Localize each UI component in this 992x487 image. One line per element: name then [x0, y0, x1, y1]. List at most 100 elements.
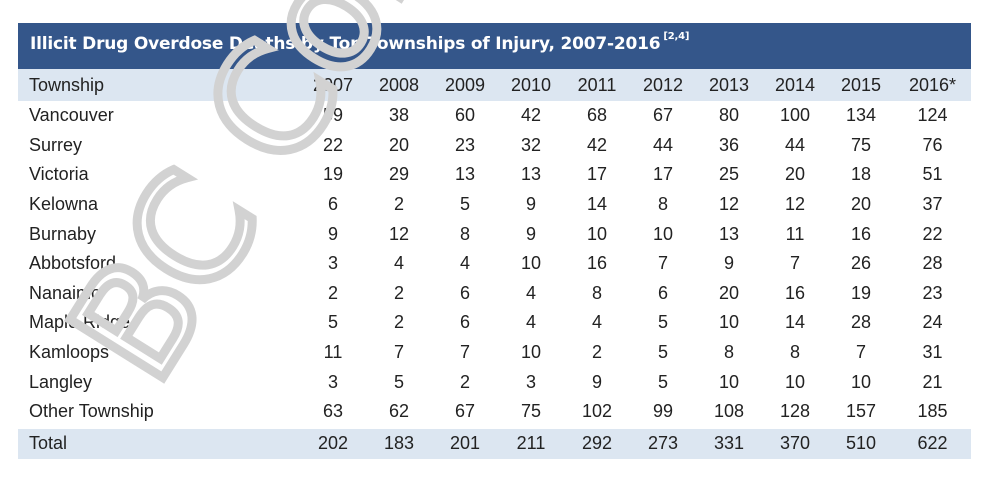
value-cell: 10 [850, 371, 872, 392]
value-cell: 19 [322, 164, 344, 185]
column-header-year: 2013 [708, 74, 750, 95]
value-cell: 2 [393, 194, 404, 215]
table-row: Victoria 19 29 13 13 17 17 25 20 18 51 [18, 160, 971, 190]
column-header-year: 2008 [378, 74, 420, 95]
value-cell: 18 [850, 164, 872, 185]
value-cell: 24 [922, 312, 943, 333]
value-cell: 31 [922, 342, 943, 363]
value-cell: 10 [652, 223, 674, 244]
value-cell: 3 [327, 371, 338, 392]
column-header-year: 2015 [840, 74, 882, 95]
value-cell: 5 [657, 312, 668, 333]
township-cell: Victoria [29, 164, 89, 185]
value-cell: 38 [388, 105, 410, 126]
table-row: Burnaby 9 12 8 9 10 10 13 11 16 22 [18, 219, 971, 249]
value-cell: 102 [581, 401, 613, 422]
value-cell: 7 [459, 342, 470, 363]
value-cell: 75 [850, 134, 872, 155]
township-cell: Kamloops [29, 342, 110, 363]
column-header-year: 2007 [312, 74, 354, 95]
value-cell: 37 [922, 194, 943, 215]
table-row: Abbotsford 3 4 4 10 16 7 9 7 26 28 [18, 249, 971, 279]
value-cell: 12 [784, 194, 806, 215]
value-cell: 134 [845, 105, 877, 126]
township-cell: Maple Ridge [29, 312, 131, 333]
township-cell: Langley [29, 371, 93, 392]
value-cell: 23 [922, 282, 943, 303]
column-header-year: 2009 [444, 74, 486, 95]
value-cell: 4 [393, 253, 404, 274]
township-cell: Vancouver [29, 105, 114, 126]
value-cell: 10 [718, 312, 740, 333]
value-cell: 26 [850, 253, 872, 274]
township-cell: Burnaby [29, 223, 97, 244]
table-row: Other Township 63 62 67 75 102 99 108 128 157 185 [18, 397, 971, 428]
value-cell: 8 [723, 342, 734, 363]
table-title: Illicit Drug Overdose Deaths by Top Town… [30, 34, 661, 54]
value-cell: 20 [784, 164, 806, 185]
value-cell: 9 [723, 253, 734, 274]
value-cell: 32 [520, 134, 542, 155]
value-cell: 8 [459, 223, 470, 244]
value-cell: 59 [322, 105, 344, 126]
value-cell: 108 [713, 401, 745, 422]
value-cell: 10 [784, 371, 806, 392]
value-cell: 7 [855, 342, 866, 363]
value-cell: 7 [393, 342, 404, 363]
value-cell: 44 [652, 134, 674, 155]
value-cell: 100 [779, 105, 811, 126]
value-cell: 3 [525, 371, 536, 392]
value-cell: 19 [850, 282, 872, 303]
value-cell: 5 [327, 312, 338, 333]
value-cell: 7 [789, 253, 800, 274]
value-cell: 4 [591, 312, 602, 333]
value-cell: 20 [718, 282, 740, 303]
value-cell: 10 [520, 342, 542, 363]
value-cell: 157 [845, 401, 877, 422]
value-cell: 10 [586, 223, 608, 244]
value-cell: 67 [454, 401, 476, 422]
value-cell: 20 [850, 194, 872, 215]
column-header-township: Township [29, 74, 105, 95]
value-cell: 7 [657, 253, 668, 274]
value-cell: 124 [917, 105, 948, 126]
value-cell: 16 [850, 223, 872, 244]
value-cell: 5 [657, 371, 668, 392]
value-cell: 128 [779, 401, 811, 422]
value-cell: 292 [564, 426, 630, 459]
value-cell: 370 [762, 426, 828, 459]
table-row: Maple Ridge 5 2 6 4 4 5 10 14 28 24 [18, 308, 971, 338]
value-cell: 510 [828, 426, 894, 459]
value-cell: 13 [454, 164, 476, 185]
column-header-year: 2016* [908, 74, 957, 95]
table-body: Vancouver 59 38 60 42 68 67 80 100 134 124 Surrey 22… [18, 101, 971, 459]
column-header-year: 2010 [510, 74, 552, 95]
value-cell: 201 [432, 426, 498, 459]
table-row: Kelowna 6 2 5 9 14 8 12 12 20 37 [18, 190, 971, 220]
value-cell: 80 [718, 105, 740, 126]
value-cell: 8 [657, 194, 668, 215]
value-cell: 62 [388, 401, 410, 422]
value-cell: 5 [657, 342, 668, 363]
value-cell: 2 [327, 282, 338, 303]
value-cell: 6 [657, 282, 668, 303]
value-cell: 99 [652, 401, 674, 422]
header-row: Township 2007 2008 2009 2010 2011 2012 2013 2014… [18, 69, 971, 101]
value-cell: 2 [393, 312, 404, 333]
value-cell: 60 [454, 105, 476, 126]
value-cell: 28 [850, 312, 872, 333]
value-cell: 67 [652, 105, 674, 126]
total-row: Total 202 183 201 211 292 273 331 370 510 622 [18, 426, 971, 459]
value-cell: 42 [586, 134, 608, 155]
value-cell: 8 [591, 282, 602, 303]
value-cell: 75 [520, 401, 542, 422]
value-cell: 10 [718, 371, 740, 392]
value-cell: 202 [300, 426, 366, 459]
column-header-year: 2012 [642, 74, 684, 95]
table-row: Kamloops 11 7 7 10 2 5 8 8 7 31 [18, 338, 971, 368]
value-cell: 13 [520, 164, 542, 185]
value-cell: 9 [327, 223, 338, 244]
value-cell: 6 [327, 194, 338, 215]
township-cell: Total [18, 426, 300, 459]
data-table: Township 2007 2008 2009 2010 2011 2012 2013 2014… [18, 69, 971, 459]
